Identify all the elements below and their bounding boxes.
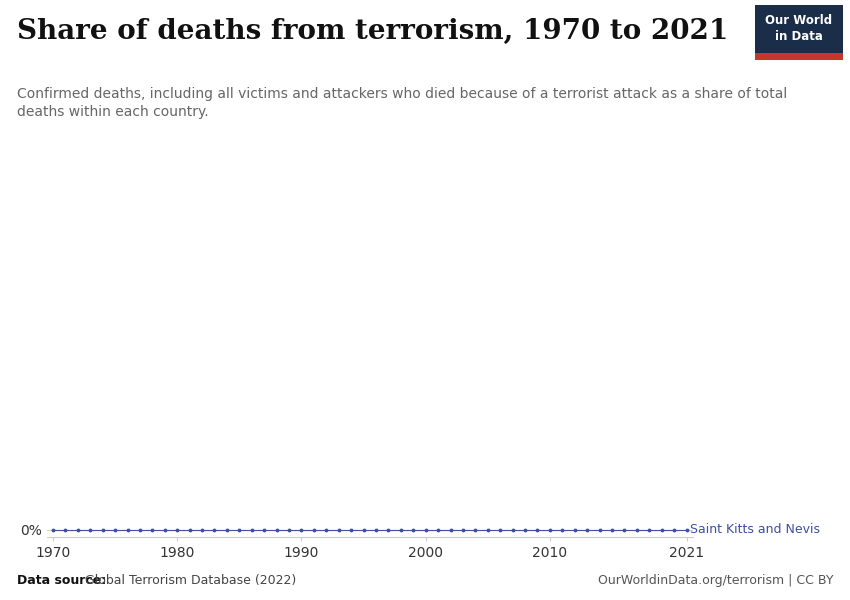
- Text: Global Terrorism Database (2022): Global Terrorism Database (2022): [81, 574, 296, 587]
- Text: Our World
in Data: Our World in Data: [766, 14, 832, 43]
- Text: Confirmed deaths, including all victims and attackers who died because of a terr: Confirmed deaths, including all victims …: [17, 87, 787, 119]
- Text: Share of deaths from terrorism, 1970 to 2021: Share of deaths from terrorism, 1970 to …: [17, 18, 728, 45]
- Text: Data source:: Data source:: [17, 574, 106, 587]
- Text: Saint Kitts and Nevis: Saint Kitts and Nevis: [690, 523, 820, 536]
- Text: OurWorldinData.org/terrorism | CC BY: OurWorldinData.org/terrorism | CC BY: [598, 574, 833, 587]
